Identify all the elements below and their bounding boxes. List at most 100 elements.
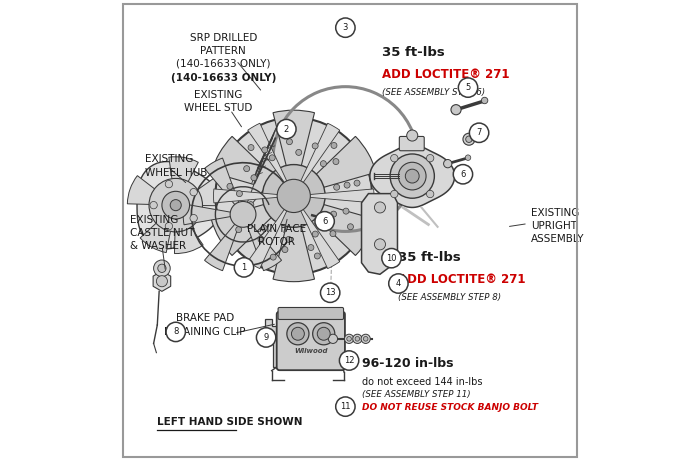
Text: 1: 1 [241,263,246,272]
Circle shape [317,327,330,340]
Text: 13: 13 [325,288,335,297]
Circle shape [321,283,340,302]
Circle shape [466,155,471,160]
Text: 7: 7 [477,128,482,137]
Circle shape [277,179,310,213]
Circle shape [165,180,173,188]
Circle shape [230,201,256,227]
Text: DO NOT REUSE STOCK BANJO BOLT: DO NOT REUSE STOCK BANJO BOLT [361,403,538,413]
Circle shape [336,18,355,37]
Circle shape [282,247,288,253]
Circle shape [355,337,360,341]
Circle shape [347,224,354,230]
Polygon shape [265,319,279,367]
Circle shape [321,161,326,167]
Circle shape [389,274,408,293]
Circle shape [315,212,335,231]
Circle shape [451,105,461,115]
Circle shape [426,190,434,198]
Text: 4: 4 [395,279,401,288]
Circle shape [162,191,190,219]
Wedge shape [273,110,314,196]
Circle shape [166,322,186,342]
Circle shape [251,175,257,181]
Circle shape [237,191,242,197]
Text: 3: 3 [343,23,348,32]
Circle shape [291,327,304,340]
Circle shape [328,334,337,343]
Circle shape [391,190,398,198]
Text: (SEE ASSEMBLY STEP 6): (SEE ASSEMBLY STEP 6) [382,88,485,97]
Circle shape [454,165,473,184]
Circle shape [190,214,197,222]
Circle shape [287,323,309,345]
Circle shape [241,216,248,222]
Text: 2: 2 [284,124,289,134]
Wedge shape [294,123,340,196]
Circle shape [216,118,372,274]
Circle shape [354,180,360,186]
Circle shape [382,248,401,268]
Circle shape [153,260,170,277]
Circle shape [390,154,435,198]
Circle shape [158,264,166,272]
FancyBboxPatch shape [399,136,424,151]
Circle shape [256,328,276,347]
Circle shape [312,231,318,237]
Circle shape [407,130,418,141]
Circle shape [398,162,426,190]
Wedge shape [294,196,376,255]
Wedge shape [204,214,243,271]
Circle shape [330,211,337,217]
Circle shape [344,182,350,188]
Text: ADD LOCTITE® 271: ADD LOCTITE® 271 [398,273,526,286]
Text: EXISTING
WHEEL HUB: EXISTING WHEEL HUB [145,154,207,177]
Circle shape [262,147,267,153]
Circle shape [334,184,340,190]
Text: BRAKE PAD
RETAINING CLIP: BRAKE PAD RETAINING CLIP [164,313,246,337]
Text: EXISTING
UPRIGHT
ASSEMBLY: EXISTING UPRIGHT ASSEMBLY [531,208,584,244]
Wedge shape [211,196,294,255]
Circle shape [391,154,398,162]
Circle shape [336,397,355,416]
Circle shape [374,202,386,213]
Text: 35 ft-lbs: 35 ft-lbs [398,251,461,264]
Text: 96-120 in-lbs: 96-120 in-lbs [361,357,453,370]
Circle shape [312,143,318,149]
Circle shape [466,136,472,142]
Text: PLAIN FACE
ROTOR: PLAIN FACE ROTOR [246,224,306,247]
Wedge shape [294,189,374,203]
Wedge shape [174,205,203,254]
Circle shape [343,208,349,214]
Text: (SEE ASSEMBLY STEP 11): (SEE ASSEMBLY STEP 11) [361,390,470,400]
FancyBboxPatch shape [278,307,344,319]
Circle shape [470,123,489,142]
Wedge shape [243,158,281,214]
Text: 12: 12 [344,356,354,365]
Wedge shape [294,196,340,269]
Wedge shape [243,214,281,271]
Text: ADD LOCTITE® 271: ADD LOCTITE® 271 [382,68,510,81]
Circle shape [346,337,351,341]
Circle shape [248,145,254,151]
Circle shape [170,200,181,211]
Circle shape [165,223,173,230]
Circle shape [330,230,336,236]
Wedge shape [176,177,224,206]
Wedge shape [211,136,294,196]
Text: SRP DRILLED
PATTERN
(140-16633 ONLY): SRP DRILLED PATTERN (140-16633 ONLY) [176,33,270,69]
Text: do not exceed 144 in-lbs: do not exceed 144 in-lbs [361,377,482,387]
Circle shape [289,129,295,135]
Circle shape [156,276,167,287]
Circle shape [149,178,202,232]
Text: EXISTING
CASTLE NUT
& WASHER: EXISTING CASTLE NUT & WASHER [130,215,194,251]
Circle shape [322,215,330,223]
FancyBboxPatch shape [276,312,345,370]
Circle shape [270,254,276,260]
Circle shape [258,236,264,242]
Circle shape [150,201,158,209]
Circle shape [262,165,325,227]
Text: 9: 9 [263,333,269,342]
Text: 35 ft-lbs: 35 ft-lbs [382,46,445,59]
Wedge shape [248,196,294,269]
